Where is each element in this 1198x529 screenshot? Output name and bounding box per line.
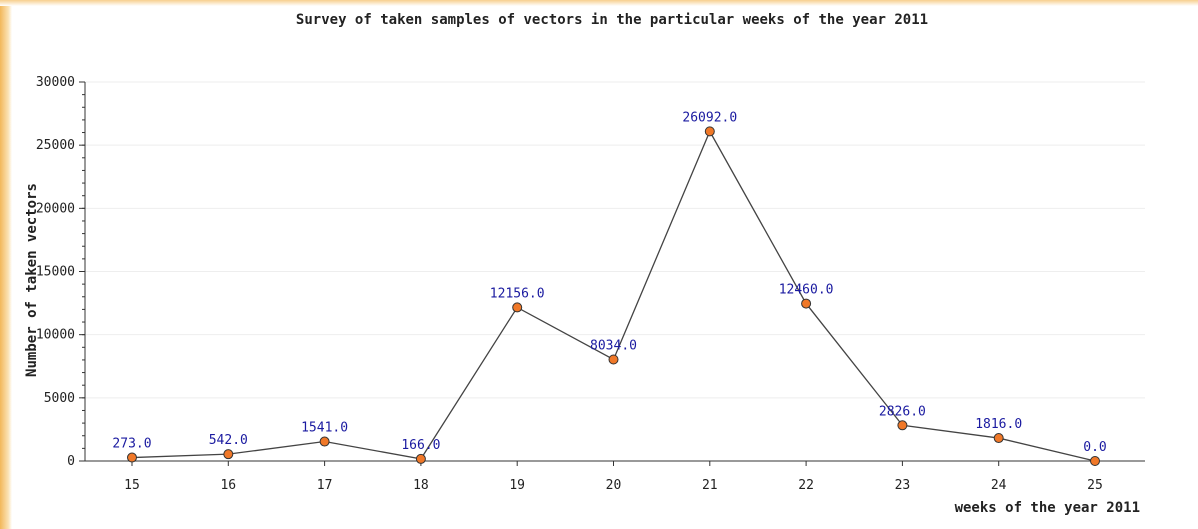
x-tick-label: 24 xyxy=(991,478,1007,493)
x-tick-label: 21 xyxy=(702,478,718,493)
y-tick-label: 30000 xyxy=(36,75,75,90)
point xyxy=(415,453,426,464)
y-tick-label: 0 xyxy=(67,454,75,469)
y-tick-label: 20000 xyxy=(36,201,75,216)
value-label: 542.0 xyxy=(209,433,248,448)
x-tick-label: 16 xyxy=(220,478,236,493)
frame xyxy=(0,0,1198,6)
y-tick-label: 25000 xyxy=(36,138,75,153)
x-tick-label: 17 xyxy=(317,478,333,493)
value-label: 2826.0 xyxy=(879,404,926,419)
chart-title: Survey of taken samples of vectors in th… xyxy=(296,12,928,28)
value-label: 8034.0 xyxy=(590,339,637,354)
x-tick-label: 19 xyxy=(509,478,525,493)
y-tick-label: 15000 xyxy=(36,265,75,280)
point xyxy=(223,449,234,460)
x-tick-label: 15 xyxy=(124,478,140,493)
value-label: 0.0 xyxy=(1083,440,1106,455)
value-label: 12156.0 xyxy=(490,286,545,301)
frame xyxy=(0,0,12,529)
point xyxy=(608,354,619,365)
point xyxy=(704,126,715,137)
value-label: 26092.0 xyxy=(682,110,737,125)
x-axis-label: weeks of the year 2011 xyxy=(955,500,1140,516)
x-tick-label: 20 xyxy=(606,478,622,493)
value-label: 166.0 xyxy=(401,438,440,453)
value-label: 1816.0 xyxy=(975,417,1022,432)
point xyxy=(512,302,523,313)
point xyxy=(801,298,812,309)
point xyxy=(897,420,908,431)
x-tick-label: 25 xyxy=(1087,478,1103,493)
x-tick-label: 22 xyxy=(798,478,814,493)
value-label: 273.0 xyxy=(112,437,151,452)
y-tick-label: 5000 xyxy=(44,391,75,406)
y-tick-label: 10000 xyxy=(36,328,75,343)
x-tick-label: 23 xyxy=(895,478,911,493)
point xyxy=(319,436,330,447)
x-tick-label: 18 xyxy=(413,478,429,493)
line xyxy=(131,129,1096,462)
y-axis-label: Number of taken vectors xyxy=(24,183,40,377)
value-label: 1541.0 xyxy=(301,421,348,436)
value-label: 12460.0 xyxy=(779,283,834,298)
point xyxy=(1090,456,1100,466)
point xyxy=(127,452,137,463)
point xyxy=(993,433,1004,444)
